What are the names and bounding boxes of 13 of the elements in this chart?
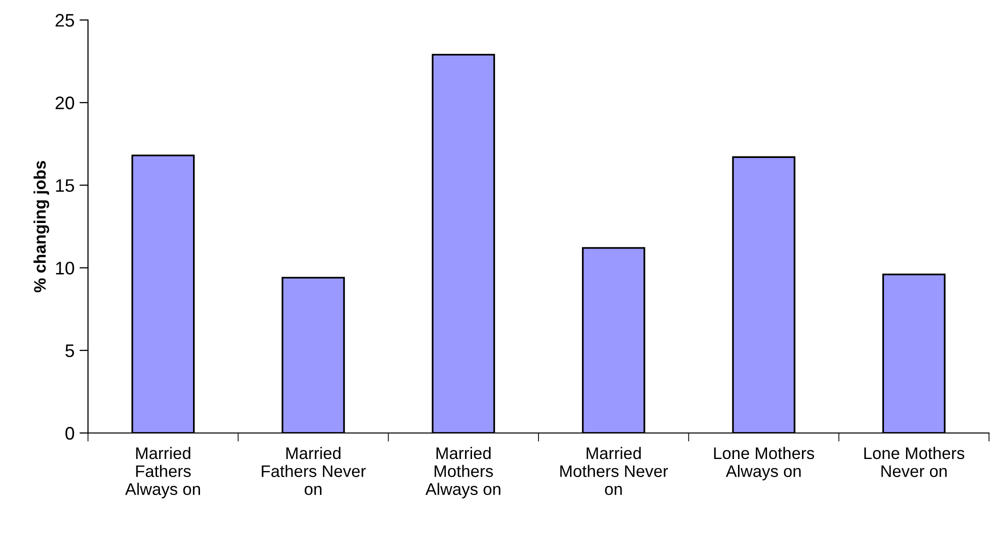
y-tick-label: 10 [56, 262, 74, 275]
y-tick-label: 15 [56, 179, 74, 192]
y-tick-label: 20 [56, 96, 74, 110]
x-tick-label: Married Mothers Never on [560, 446, 668, 496]
x-tick-label: Lone Mothers Never on [864, 446, 964, 478]
y-tick-label: 0 [65, 426, 74, 440]
y-axis-title: % changing jobs [34, 160, 50, 292]
x-tick-label: Married Mothers Always on [425, 446, 500, 498]
y-tick-label: 25 [56, 14, 74, 27]
y-tick-label: 5 [65, 344, 74, 358]
x-tick-label: Lone Mothers Always on [714, 446, 814, 480]
x-tick-label: Married Fathers Always on [125, 446, 200, 498]
x-tick-label: Married Fathers Never on [262, 446, 366, 496]
